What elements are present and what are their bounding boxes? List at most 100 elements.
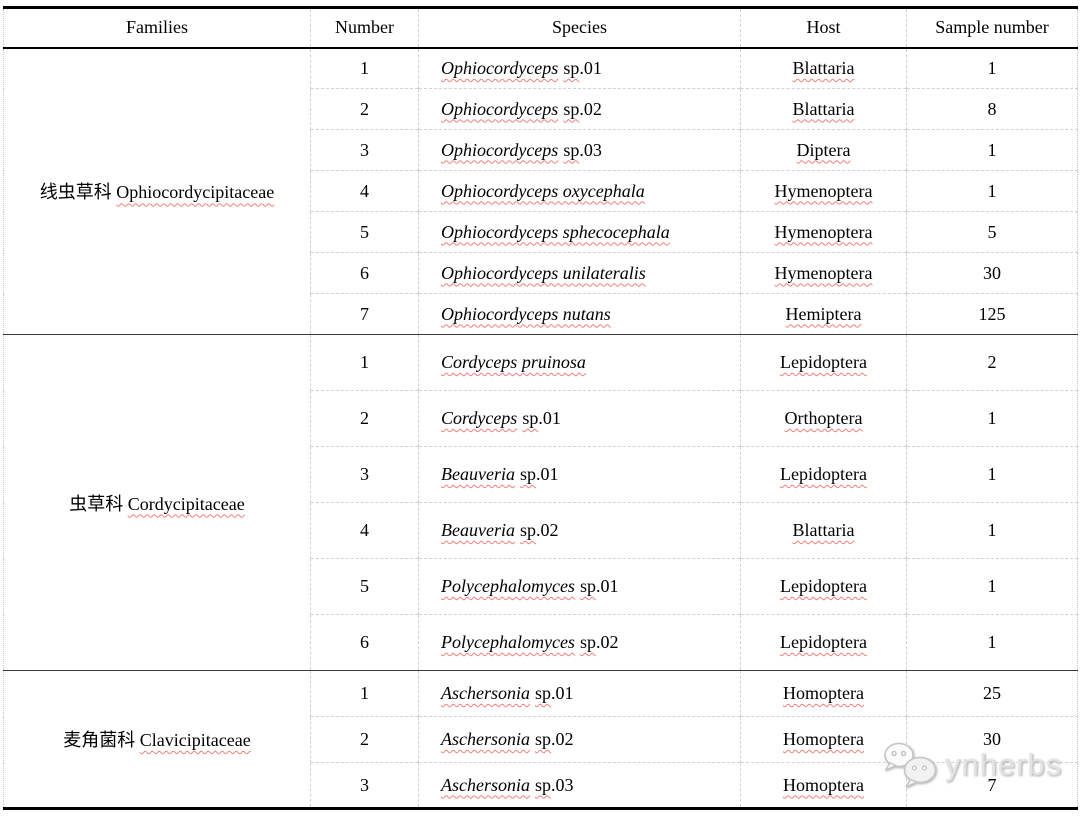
species-cell: Ophiocordyceps sp.02 bbox=[418, 88, 741, 130]
table-row: 麦角菌科 Clavicipitaceae 1 Aschersonia sp.01 … bbox=[3, 670, 1078, 809]
sample-number-cell: 2 bbox=[906, 334, 1078, 391]
sample-number-cell: 1 bbox=[906, 170, 1078, 212]
host-cell: Hymenoptera bbox=[740, 252, 907, 294]
header-row: Families Number Species Host Sample numb… bbox=[3, 7, 1078, 49]
species-sp-number: .02 bbox=[579, 98, 602, 119]
table-row: 4 Beauveria sp.02 Blattaria 1 bbox=[4, 502, 1078, 559]
row-number: 3 bbox=[310, 762, 419, 809]
species-name: Beauveria bbox=[441, 520, 515, 540]
species-sp-label: sp bbox=[563, 57, 580, 78]
species-name: Polycephalomyces bbox=[441, 576, 575, 596]
species-cell: Cordyceps pruinosa bbox=[418, 334, 741, 391]
species-cell: Ophiocordyceps oxycephala bbox=[418, 170, 741, 212]
host-cell: Diptera bbox=[740, 129, 907, 171]
species-name: Ophiocordyceps bbox=[441, 98, 559, 119]
row-number: 7 bbox=[310, 293, 419, 335]
species-sp-number: .02 bbox=[551, 729, 574, 749]
species-name: Ophiocordyceps nutans bbox=[441, 303, 611, 324]
row-number: 1 bbox=[310, 334, 419, 391]
species-sp-label: sp bbox=[579, 576, 596, 596]
species-sp-number: .02 bbox=[535, 520, 559, 540]
host-name: Diptera bbox=[796, 139, 851, 160]
species-sp-label: sp bbox=[535, 774, 552, 795]
column-header-species: Species bbox=[418, 7, 741, 49]
species-name: Ophiocordyceps oxycephala bbox=[441, 180, 645, 201]
species-name: Ophiocordyceps bbox=[441, 139, 559, 160]
species-cell: Polycephalomyces sp.02 bbox=[418, 614, 741, 671]
host-name: Homoptera bbox=[783, 774, 864, 795]
family-name-cn: 虫草科 bbox=[69, 493, 124, 514]
row-number: 3 bbox=[310, 446, 419, 503]
column-header-number: Number bbox=[310, 7, 419, 49]
table-row: 5 Polycephalomyces sp.01 Lepidoptera 1 bbox=[4, 558, 1078, 615]
species-name: Aschersonia bbox=[441, 729, 530, 749]
column-header-families: Families bbox=[3, 7, 311, 49]
species-sp-number: .01 bbox=[538, 408, 561, 428]
sample-number-cell: 125 bbox=[906, 293, 1078, 335]
species-cell: Cordyceps sp.01 bbox=[418, 390, 741, 447]
species-sp-label: sp bbox=[579, 632, 596, 652]
species-cell: Ophiocordyceps sp.01 bbox=[418, 47, 741, 89]
species-sp-label: sp bbox=[522, 408, 539, 428]
species-sp-label: sp bbox=[563, 98, 580, 119]
species-name: Beauveria bbox=[441, 464, 515, 484]
table-row: 6 Polycephalomyces sp.02 Lepidoptera 1 bbox=[4, 614, 1078, 671]
host-name: Lepidoptera bbox=[780, 352, 867, 372]
species-name: Polycephalomyces bbox=[441, 632, 575, 652]
sample-number-cell: 7 bbox=[906, 762, 1078, 809]
family-name-cn: 麦角菌科 bbox=[63, 730, 136, 750]
species-name: Aschersonia bbox=[441, 774, 530, 795]
species-sp-number: .03 bbox=[579, 139, 602, 160]
host-cell: Homoptera bbox=[740, 716, 907, 763]
species-sp-number: .02 bbox=[595, 632, 619, 652]
species-sp-number: .03 bbox=[551, 774, 574, 795]
species-cell: Aschersonia sp.03 bbox=[418, 762, 741, 809]
host-cell: Hymenoptera bbox=[740, 211, 907, 253]
sample-number-cell: 1 bbox=[906, 558, 1078, 615]
host-name: Hymenoptera bbox=[774, 180, 873, 201]
host-name: Hymenoptera bbox=[774, 221, 873, 242]
row-number: 2 bbox=[310, 390, 419, 447]
host-name: Blattaria bbox=[792, 98, 855, 119]
row-number: 1 bbox=[310, 670, 419, 717]
table-row: 7 Ophiocordyceps nutans Hemiptera 125 bbox=[4, 293, 1078, 335]
host-cell: Homoptera bbox=[740, 670, 907, 717]
sample-number-cell: 8 bbox=[906, 88, 1078, 130]
sample-number-cell: 5 bbox=[906, 211, 1078, 253]
species-cell: Ophiocordyceps nutans bbox=[418, 293, 741, 335]
species-sp-number: .01 bbox=[595, 576, 619, 596]
row-number: 4 bbox=[310, 170, 419, 212]
species-cell: Ophiocordyceps sphecocephala bbox=[418, 211, 741, 253]
species-name: Ophiocordyceps sphecocephala bbox=[441, 221, 670, 242]
row-number: 2 bbox=[310, 716, 419, 763]
species-table: Families Number Species Host Sample numb… bbox=[3, 6, 1078, 810]
species-sp-number: .01 bbox=[551, 683, 574, 703]
sample-number-cell: 30 bbox=[906, 716, 1078, 763]
row-number: 2 bbox=[310, 88, 419, 130]
sample-number-cell: 1 bbox=[906, 47, 1078, 89]
row-number: 4 bbox=[310, 502, 419, 559]
sample-number-cell: 30 bbox=[906, 252, 1078, 294]
species-sp-label: sp bbox=[535, 729, 552, 749]
table-row: 2 Aschersonia sp.02 Homoptera 30 bbox=[4, 716, 1078, 763]
sample-number-cell: 1 bbox=[906, 502, 1078, 559]
row-number: 3 bbox=[310, 129, 419, 171]
species-name: Ophiocordyceps bbox=[441, 57, 559, 78]
sample-number-cell: 25 bbox=[906, 670, 1078, 717]
species-cell: Ophiocordyceps unilateralis bbox=[418, 252, 741, 294]
host-name: Hemiptera bbox=[785, 303, 862, 324]
host-cell: Orthoptera bbox=[740, 390, 907, 447]
table-row: 2 Ophiocordyceps sp.02 Blattaria 8 bbox=[4, 88, 1078, 130]
table-row: 5 Ophiocordyceps sphecocephala Hymenopte… bbox=[4, 211, 1078, 253]
family-name-cn: 线虫草科 bbox=[39, 182, 112, 203]
species-cell: Ophiocordyceps sp.03 bbox=[418, 129, 741, 171]
host-name: Blattaria bbox=[792, 520, 855, 540]
host-cell: Lepidoptera bbox=[740, 334, 907, 391]
species-name: Aschersonia bbox=[441, 683, 530, 703]
species-sp-label: sp bbox=[563, 139, 580, 160]
row-number: 6 bbox=[310, 614, 419, 671]
host-cell: Hymenoptera bbox=[740, 170, 907, 212]
species-cell: Aschersonia sp.02 bbox=[418, 716, 741, 763]
species-cell: Aschersonia sp.01 bbox=[418, 670, 741, 717]
host-name: Lepidoptera bbox=[780, 632, 867, 652]
